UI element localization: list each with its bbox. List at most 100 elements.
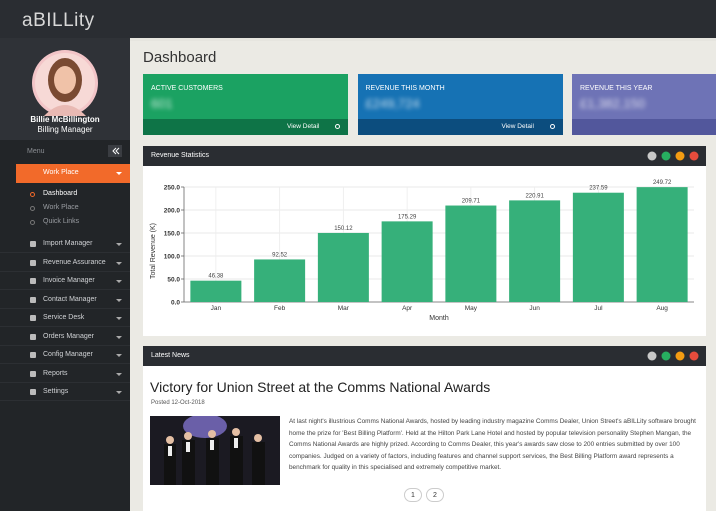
link-icon	[549, 124, 555, 129]
menu-text: Work Place	[43, 169, 79, 176]
x-tick-label: Aug	[656, 305, 668, 312]
bar	[190, 280, 242, 302]
menu-item[interactable]: Settings	[0, 383, 130, 401]
collapse-button[interactable]	[108, 145, 122, 157]
page-button[interactable]: 2	[426, 488, 444, 502]
chevron	[116, 372, 122, 379]
news-date: Posted 12-Oct-2018	[151, 400, 205, 406]
submenu-bullet	[30, 192, 35, 197]
menu-icon	[30, 278, 36, 284]
revenue-panel: Revenue Statistics Total Revenue (K) Mon…	[143, 146, 706, 336]
panel-title: Latest News	[151, 352, 190, 359]
y-tick-label: 50.0	[167, 277, 180, 284]
menu-item[interactable]: Import Manager	[0, 235, 130, 253]
x-tick-label: May	[465, 305, 478, 312]
submenu-bullet	[30, 220, 35, 225]
chevron	[116, 172, 122, 178]
data-label: 209.71	[462, 199, 481, 205]
bar	[445, 205, 497, 302]
news-body: At last night's illustrious Comms Nation…	[289, 418, 696, 472]
menu-text: Import Manager	[43, 240, 93, 247]
submenu-item[interactable]: Quick Links	[43, 218, 80, 225]
stat-card: REVENUE THIS YEAR £1,382,150	[572, 74, 716, 135]
page-number: 2	[433, 492, 437, 499]
menu-icon	[30, 389, 36, 395]
data-label: 220.91	[525, 193, 544, 199]
menu-item[interactable]: Service Desk	[0, 309, 130, 327]
stat-card: ACTIVE CUSTOMERS 601 View Detail	[143, 74, 348, 135]
chevron	[116, 261, 122, 268]
x-tick-label: Jun	[529, 305, 540, 312]
sidebar: Billie McBillington Billing Manager Menu…	[0, 38, 130, 511]
panel-control	[661, 151, 671, 161]
card-title: REVENUE THIS YEAR	[580, 85, 653, 92]
data-label: 175.29	[398, 214, 417, 220]
bar	[254, 259, 306, 302]
news-headline[interactable]: Victory for Union Street at the Comms Na…	[150, 379, 491, 395]
y-tick-label: 0.0	[171, 300, 180, 307]
bar	[381, 221, 433, 302]
chevron	[116, 391, 122, 397]
menu-text: Service Desk	[43, 314, 85, 321]
chevron	[116, 354, 122, 360]
bar	[572, 192, 624, 302]
panel-controls[interactable]	[646, 350, 702, 362]
submenu-bullet	[30, 206, 35, 211]
page-button[interactable]: 1	[404, 488, 422, 502]
view-detail-link[interactable]: View Detail	[501, 123, 534, 130]
bar	[636, 187, 688, 302]
menu-item[interactable]: Orders Manager	[0, 328, 130, 346]
page-number: 1	[411, 492, 415, 499]
logo[interactable]: aBILLity	[22, 10, 95, 31]
x-axis-label: Month	[429, 315, 449, 322]
menu-item[interactable]: Invoice Manager	[0, 272, 130, 290]
submenu-item[interactable]: Work Place	[43, 204, 79, 211]
y-tick-label: 200.0	[164, 208, 181, 215]
profile-name: Billie McBillington	[30, 115, 100, 124]
y-tick-label: 100.0	[164, 254, 181, 261]
menu-icon	[30, 296, 36, 303]
panel-control	[675, 351, 685, 361]
data-label: 237.59	[589, 186, 608, 192]
card-value: £1,382,150	[580, 96, 646, 111]
chevron	[116, 280, 122, 286]
divider	[130, 38, 716, 41]
active-menu-item[interactable]: Work Place	[16, 164, 130, 183]
news-image	[150, 416, 280, 485]
chevron	[116, 335, 122, 342]
card-title: ACTIVE CUSTOMERS	[151, 85, 223, 92]
chevron	[116, 243, 122, 249]
card-footer	[572, 119, 716, 135]
chart: Total Revenue (K) Month 0.0 50.0 100.0 150.…	[150, 180, 694, 322]
data-label: 249.72	[653, 180, 672, 186]
menu-item[interactable]: Reports	[0, 365, 130, 383]
menu-item[interactable]: Contact Manager	[0, 291, 130, 309]
avatar	[32, 50, 98, 116]
view-detail-link[interactable]: View Detail	[287, 123, 320, 130]
card-footer: View Detail	[357, 119, 563, 135]
panel-control	[647, 351, 657, 361]
menu-item[interactable]: Revenue Assurance	[0, 254, 130, 272]
menu-icon	[30, 315, 36, 321]
data-label: 46.38	[208, 274, 224, 280]
menu-item[interactable]: Config Manager	[0, 346, 130, 364]
submenu-item[interactable]: Dashboard	[43, 190, 78, 197]
menu-text: Contact Manager	[43, 295, 97, 303]
panel-control	[689, 151, 699, 161]
card-title: REVENUE THIS MONTH	[365, 85, 445, 92]
x-tick-label: Jul	[594, 305, 603, 312]
stat-card: REVENUE THIS MONTH £249,724 View Detail	[357, 74, 563, 135]
panel-controls[interactable]	[646, 150, 702, 162]
menu-label: Menu	[27, 148, 45, 155]
y-axis-label: Total Revenue (K)	[150, 223, 157, 279]
menu-text: Config Manager	[43, 351, 93, 358]
data-label: 92.52	[272, 252, 288, 258]
bar	[509, 200, 561, 302]
menu-text: Settings	[43, 388, 69, 395]
menu-text: Invoice Manager	[43, 277, 95, 284]
card-value: 601	[151, 96, 173, 111]
chevron	[116, 298, 122, 305]
panel-control	[647, 151, 657, 161]
x-tick-label: Jan	[211, 305, 222, 312]
